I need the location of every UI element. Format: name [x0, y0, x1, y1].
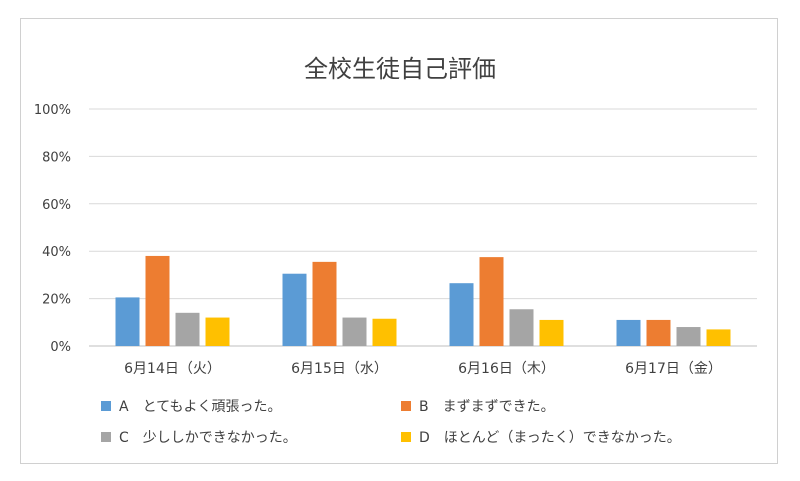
y-tick-label: 80% [42, 150, 71, 165]
y-tick-label: 60% [42, 198, 71, 213]
legend-swatch [101, 401, 111, 411]
x-axis-categories: 6月14日（火） 6月15日（水） 6月16日（木） 6月17日（金） [124, 361, 722, 377]
legend-label: D ほとんど（まったく）できなかった。 [419, 430, 681, 446]
bar-3-2 [342, 317, 367, 346]
gridlines [89, 108, 757, 347]
legend-label: C 少ししかできなかった。 [119, 430, 297, 446]
bar-4-3 [539, 319, 564, 346]
bar-1-4 [616, 319, 641, 346]
y-tick-label: 100% [34, 103, 71, 118]
bar-2-1 [145, 255, 170, 346]
y-tick-label: 40% [42, 245, 71, 260]
x-category-label: 6月16日（木） [458, 361, 555, 377]
bar-3-3 [509, 309, 534, 346]
bar-2-2 [312, 261, 337, 346]
bar-4-2 [372, 318, 397, 346]
legend-label: B まずまずできた。 [419, 399, 555, 415]
bar-2-3 [479, 257, 504, 346]
legend-swatch [101, 432, 111, 442]
x-category-label: 6月17日（金） [625, 361, 722, 377]
y-tick-label: 20% [42, 293, 71, 308]
bar-3-1 [175, 312, 200, 346]
legend: A とてもよく頑張った。 B まずまずできた。 C 少ししかできなかった。 D ほとん… [101, 399, 681, 446]
legend-label: A とてもよく頑張った。 [119, 399, 281, 415]
bar-1-1 [115, 297, 140, 346]
bar-chart: 全校生徒自己評価 0% 20% 40% 60% 80% 100% 6月14日（火） 6月15… [34, 55, 757, 446]
bar-1-2 [282, 273, 307, 346]
bars [115, 255, 731, 346]
chart-title: 全校生徒自己評価 [304, 55, 496, 83]
chart-frame: 全校生徒自己評価 0% 20% 40% 60% 80% 100% 6月14日（火） 6月15… [20, 18, 778, 464]
y-tick-label: 0% [50, 340, 71, 355]
bar-1-3 [449, 283, 474, 346]
bar-3-4 [676, 327, 701, 346]
bar-2-4 [646, 319, 671, 346]
bar-4-4 [706, 329, 731, 346]
legend-swatch [401, 432, 411, 442]
x-category-label: 6月15日（水） [291, 361, 388, 377]
bar-4-1 [205, 317, 230, 346]
y-axis-ticks: 0% 20% 40% 60% 80% 100% [34, 103, 71, 355]
x-category-label: 6月14日（火） [124, 361, 221, 377]
legend-swatch [401, 401, 411, 411]
